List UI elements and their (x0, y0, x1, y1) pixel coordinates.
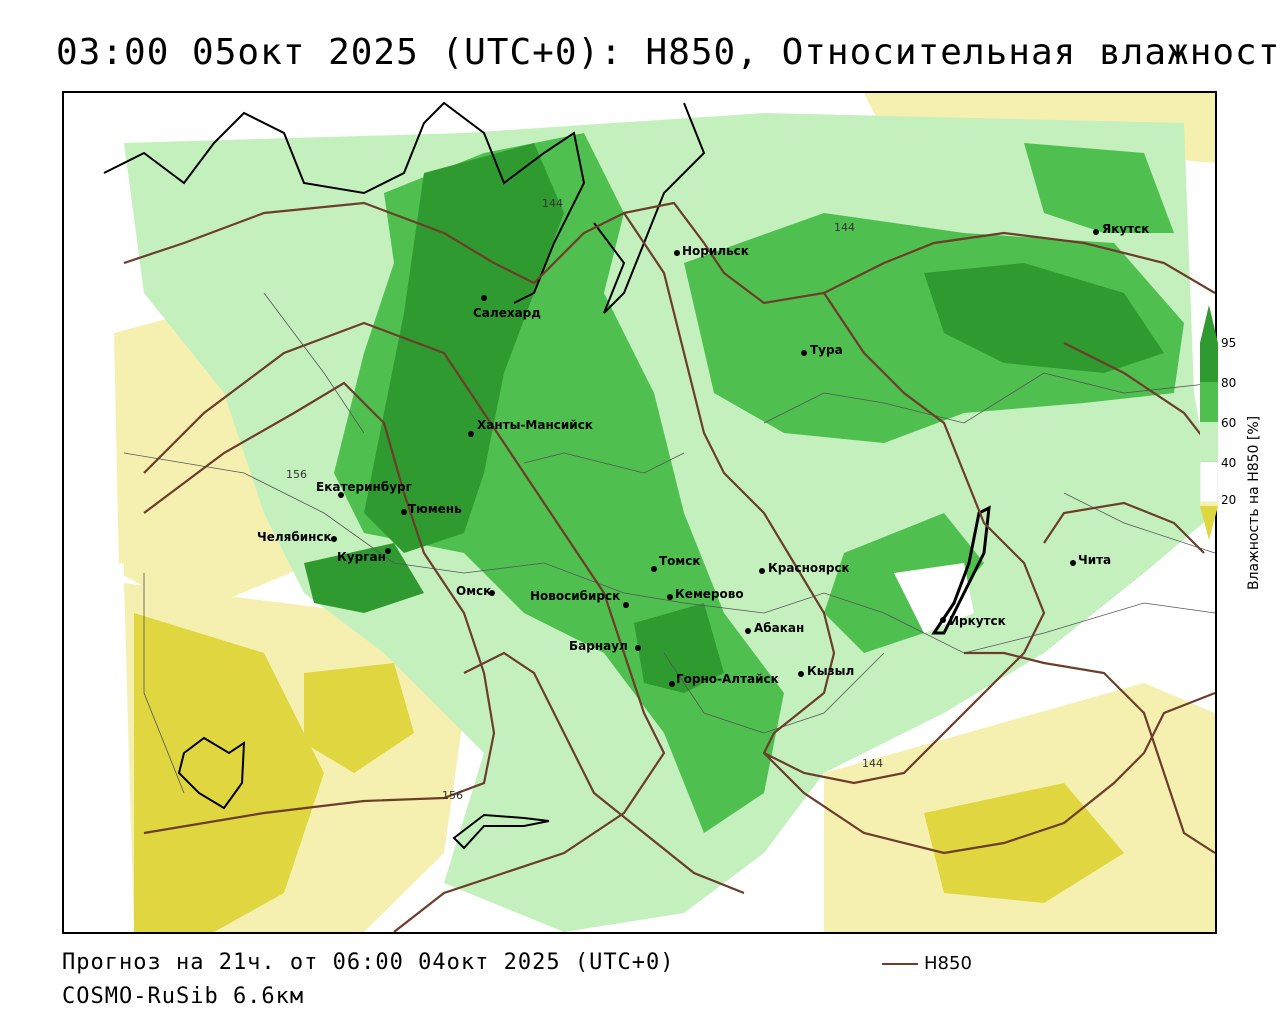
balkhash-outline (452, 813, 550, 850)
city-dot-salekhard (481, 295, 487, 301)
humid-region-northeast (1024, 143, 1174, 233)
contour-legend: H850 (882, 953, 972, 974)
city-label-kurgan: Курган (337, 550, 386, 564)
contour-legend-line (882, 962, 918, 965)
city-label-barnaul: Барнаул (569, 639, 628, 653)
city-label-novosibirsk: Новосибирск (530, 589, 620, 603)
colorbar-band-60 (1200, 422, 1218, 462)
contour-label-144-east: 144 (834, 221, 855, 234)
city-label-irkutsk: Иркутск (949, 614, 1006, 628)
colorbar-title: Влажность на H850 [%] (1246, 415, 1262, 590)
contour-label-156-west: 156 (286, 468, 307, 481)
city-dot-chelyabinsk (331, 536, 337, 542)
contour-label-156-south: 156 (442, 789, 463, 802)
very-dry-region-southwest (134, 613, 324, 932)
very-dry-region-south (304, 663, 414, 773)
city-label-yakutsk: Якутск (1102, 222, 1149, 236)
city-dot-tura (801, 350, 807, 356)
model-name: COSMO-RuSib 6.6км (62, 984, 305, 1009)
city-dot-kurgan (385, 548, 391, 554)
contour-label-144-south: 144 (862, 757, 883, 770)
city-label-gorno-altaysk: Горно-Алтайск (676, 672, 779, 686)
colorbar-tick-80: 80 (1221, 376, 1237, 390)
colorbar-band-40 (1200, 461, 1218, 503)
humidity-colorbar (1200, 305, 1218, 540)
forecast-info: Прогноз на 21ч. от 06:00 04окт 2025 (UTC… (62, 950, 675, 975)
city-label-abakan: Абакан (754, 621, 804, 635)
humid-region-dark-west (304, 543, 424, 613)
city-dot-yekaterinburg (338, 492, 344, 498)
admin-borders (123, 292, 1215, 794)
city-dot-khanty-mansiysk (468, 431, 474, 437)
city-dot-norilsk (674, 250, 680, 256)
map-title: 03:00 05окт 2025 (UTC+0): H850, Относите… (56, 32, 1280, 73)
city-dot-tomsk (651, 566, 657, 572)
city-label-tomsk: Томск (659, 554, 701, 568)
colorbar-top-arrow (1200, 305, 1218, 343)
city-dot-abakan (745, 628, 751, 634)
city-dot-barnaul (635, 645, 641, 651)
city-dot-kemerovo (667, 594, 673, 600)
city-label-kyzyl: Кызыл (807, 664, 854, 678)
humid-region-dark-east (924, 263, 1164, 373)
caspian-outline (177, 736, 246, 810)
contour-legend-label: H850 (924, 953, 972, 974)
city-label-khanty-mansiysk: Ханты-Мансийск (477, 418, 593, 432)
colorbar-band-80 (1200, 382, 1218, 422)
contour-label-144-north: 144 (542, 197, 563, 210)
colorbar-band-95 (1200, 343, 1218, 382)
city-dot-omsk (489, 590, 495, 596)
city-dot-chita (1070, 560, 1076, 566)
city-markers: Якутск Норильск Салехард Тура Ханты-Манс… (257, 222, 1149, 687)
humid-region-dark (364, 143, 564, 553)
low-humidity-patch-2 (64, 563, 124, 932)
city-label-norilsk: Норильск (682, 244, 749, 258)
city-dot-yakutsk (1093, 229, 1099, 235)
city-label-tura: Тура (810, 343, 843, 357)
h850-contours (123, 201, 1215, 932)
colorbar-tick-40: 40 (1221, 456, 1237, 470)
city-label-kemerovo: Кемерово (675, 587, 744, 601)
very-dry-region-southeast (924, 783, 1124, 903)
city-label-salekhard: Салехард (473, 306, 541, 320)
colorbar-bottom-arrow (1200, 506, 1218, 540)
humid-region-dark-south (634, 603, 724, 693)
city-dot-irkutsk (940, 617, 946, 623)
city-dot-kyzyl (798, 671, 804, 677)
city-label-krasnoyarsk: Красноярск (768, 561, 850, 575)
city-label-omsk: Омск (456, 584, 491, 598)
city-label-yekaterinburg: Екатеринбург (316, 480, 412, 494)
city-dot-gorno-altaysk (669, 681, 675, 687)
colorbar-tick-95: 95 (1221, 336, 1237, 350)
humid-region-east (684, 213, 1184, 443)
colorbar-tick-60: 60 (1221, 416, 1237, 430)
city-label-chita: Чита (1078, 553, 1111, 567)
colorbar-tick-20: 20 (1221, 493, 1237, 507)
colorbar-band-20 (1200, 502, 1218, 506)
city-label-chelyabinsk: Челябинск (257, 530, 332, 544)
city-dot-tyumen (401, 509, 407, 515)
city-label-tyumen: Тюмень (408, 502, 462, 516)
city-dot-krasnoyarsk (759, 568, 765, 574)
city-dot-novosibirsk (623, 602, 629, 608)
map-panel: 144 144 144 156 156 Якутск Норильск Сале… (62, 91, 1217, 934)
humidity-map: 144 144 144 156 156 Якутск Норильск Сале… (64, 93, 1215, 932)
coastline-north (103, 101, 706, 314)
